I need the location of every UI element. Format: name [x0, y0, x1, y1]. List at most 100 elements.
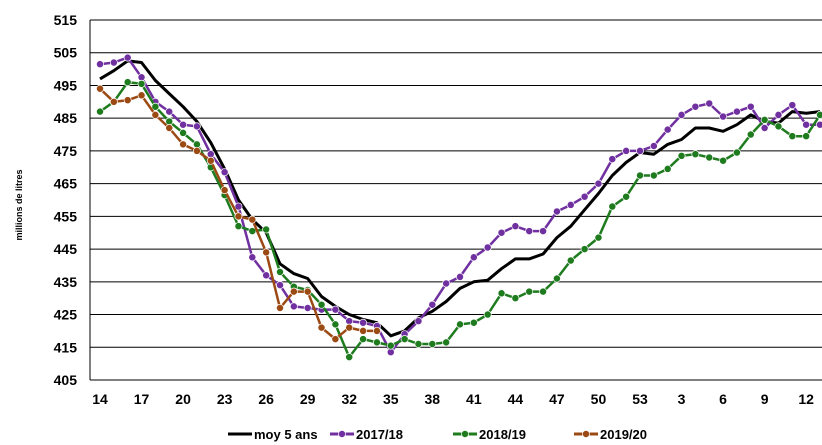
data-point-2017-18 — [179, 120, 188, 129]
x-tick-label: 47 — [549, 391, 565, 407]
data-point-2018-19 — [552, 274, 561, 283]
legend-marker — [461, 430, 469, 438]
data-point-2019-20 — [151, 110, 160, 119]
x-tick-label: 23 — [217, 391, 233, 407]
data-point-2018-19 — [345, 353, 354, 362]
data-point-2017-18 — [123, 53, 132, 62]
data-point-2018-19 — [594, 233, 603, 242]
data-point-2017-18 — [802, 120, 811, 129]
data-point-2018-19 — [179, 128, 188, 137]
legend-marker — [582, 430, 590, 438]
data-point-2018-19 — [456, 320, 464, 329]
data-point-2017-18 — [663, 125, 672, 134]
data-point-2017-18 — [594, 179, 603, 188]
data-point-2019-20 — [220, 186, 229, 195]
data-point-2019-20 — [206, 156, 215, 165]
series-line-2018-19 — [99, 80, 822, 359]
data-point-2017-18 — [677, 110, 686, 119]
data-point-2017-18 — [192, 122, 201, 131]
data-point-2018-19 — [497, 289, 506, 298]
data-point-2019-20 — [192, 146, 201, 155]
data-point-2017-18 — [622, 146, 631, 155]
data-point-2019-20 — [303, 287, 312, 296]
data-point-2018-19 — [276, 268, 284, 276]
x-tick-label: 9 — [761, 391, 769, 407]
data-point-2017-18 — [732, 107, 741, 116]
data-point-2017-18 — [691, 102, 700, 111]
data-point-2018-19 — [317, 300, 326, 309]
gridlines — [89, 19, 822, 381]
data-point-2019-20 — [123, 96, 132, 105]
data-point-2018-19 — [760, 115, 769, 124]
data-point-2018-19 — [386, 341, 395, 350]
legend-label: 2018/19 — [479, 427, 526, 442]
y-tick-label: 495 — [54, 77, 78, 93]
data-point-2019-20 — [96, 84, 104, 93]
x-tick-label: 50 — [591, 391, 607, 407]
data-point-2018-19 — [151, 102, 160, 111]
data-point-2017-18 — [719, 112, 728, 121]
data-point-2018-19 — [123, 78, 132, 87]
data-point-2019-20 — [234, 212, 243, 221]
x-tick-label: 3 — [678, 391, 686, 407]
data-point-2017-18 — [276, 281, 284, 290]
data-point-2018-19 — [539, 287, 548, 296]
x-tick-label: 29 — [300, 391, 316, 407]
data-point-2018-19 — [414, 340, 423, 348]
series-2019-20 — [96, 84, 381, 344]
data-point-2017-18 — [566, 200, 575, 209]
data-point-2017-18 — [345, 317, 354, 326]
data-point-2019-20 — [276, 304, 284, 312]
y-tick-label: 455 — [54, 208, 78, 224]
data-point-2017-18 — [469, 253, 478, 262]
data-point-2019-20 — [345, 323, 354, 332]
data-point-2019-20 — [359, 326, 368, 335]
data-point-2018-19 — [400, 335, 409, 344]
y-tick-label: 405 — [54, 372, 78, 388]
data-point-2018-19 — [719, 156, 728, 165]
data-point-2018-19 — [372, 338, 381, 347]
x-tick-label: 6 — [719, 391, 727, 407]
data-point-2017-18 — [539, 227, 548, 236]
data-point-2018-19 — [608, 202, 617, 211]
data-point-2017-18 — [303, 304, 312, 312]
data-point-2017-18 — [816, 120, 822, 129]
series-layer — [96, 53, 822, 362]
data-point-2018-19 — [428, 340, 437, 348]
y-tick-label: 425 — [54, 307, 78, 323]
x-tick-label: 26 — [258, 391, 274, 407]
data-point-2018-19 — [566, 256, 575, 265]
data-point-2017-18 — [760, 124, 769, 132]
data-point-2018-19 — [580, 245, 589, 254]
data-point-2017-18 — [497, 228, 506, 237]
data-point-2018-19 — [622, 192, 631, 201]
data-point-2017-18 — [580, 192, 589, 201]
x-tick-label: 38 — [425, 391, 441, 407]
series-line-moy-5-ans — [99, 59, 821, 338]
y-axis-label: millions de litres — [14, 169, 24, 240]
data-point-2018-19 — [788, 132, 797, 141]
data-point-2017-18 — [386, 348, 395, 357]
data-point-2017-18 — [331, 305, 340, 314]
data-point-2018-19 — [137, 79, 146, 88]
data-point-2018-19 — [774, 122, 783, 131]
legend: moy 5 ans 2017/18 2018/19 2019/20 — [228, 427, 647, 442]
data-point-2018-19 — [96, 107, 104, 116]
data-point-2017-18 — [608, 155, 617, 164]
legend-label: 2017/18 — [356, 427, 403, 442]
data-point-2017-18 — [414, 317, 423, 326]
x-axis-ticks: 14 17 20 23 26 29 32 35 38 41 44 47 50 53 3 6 9 12 — [92, 391, 814, 407]
data-point-2017-18 — [456, 272, 464, 281]
y-tick-label: 435 — [54, 274, 78, 290]
data-point-2017-18 — [234, 202, 243, 211]
data-point-2018-19 — [469, 318, 478, 327]
y-axis-ticks: 405 415 425 435 445 455 465 475 485 495 505 515 — [54, 12, 78, 388]
y-tick-label: 475 — [54, 143, 78, 159]
data-point-2017-18 — [552, 207, 561, 216]
data-point-2018-19 — [359, 335, 368, 344]
x-tick-label: 20 — [175, 391, 191, 407]
data-point-2017-18 — [746, 102, 755, 111]
data-point-2017-18 — [137, 73, 146, 82]
data-point-2018-19 — [636, 171, 644, 180]
